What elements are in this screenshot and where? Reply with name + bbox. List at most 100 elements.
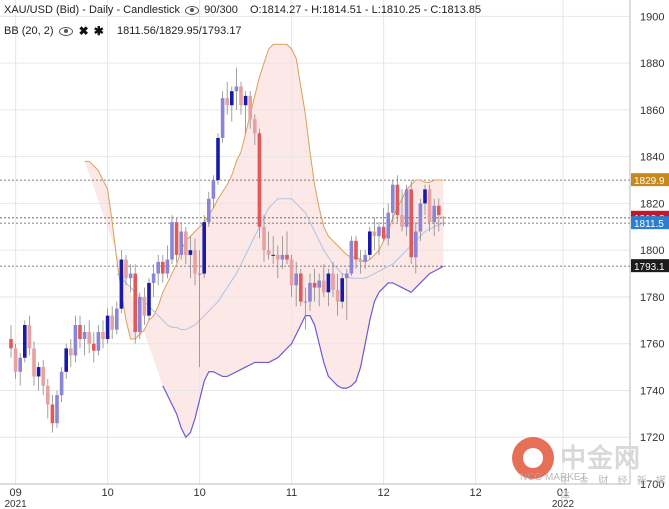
candle-body[interactable] (27, 325, 32, 349)
candle-body[interactable] (18, 357, 22, 372)
candle-body[interactable] (308, 282, 312, 302)
candle-body[interactable] (170, 222, 174, 260)
candle-body[interactable] (400, 215, 404, 227)
candle-body[interactable] (151, 273, 156, 283)
candle-body[interactable] (253, 119, 257, 134)
candle-body[interactable] (128, 273, 133, 279)
candle-body[interactable] (248, 95, 252, 120)
candle-body[interactable] (142, 296, 147, 316)
candle-body[interactable] (216, 137, 220, 181)
candle-body[interactable] (110, 315, 114, 330)
candle-body[interactable] (179, 231, 183, 255)
candle-body[interactable] (41, 367, 45, 386)
candle-body[interactable] (82, 332, 87, 340)
candle-body[interactable] (188, 250, 193, 255)
candle-body[interactable] (299, 273, 303, 302)
candle-body[interactable] (437, 205, 441, 216)
candle-body[interactable] (55, 395, 59, 424)
candle-body[interactable] (202, 222, 206, 274)
candle-body[interactable] (303, 301, 308, 303)
candle-body[interactable] (23, 325, 27, 358)
candle-body[interactable] (193, 250, 197, 274)
candle-body[interactable] (349, 240, 354, 274)
candle-body[interactable] (289, 259, 294, 286)
candle-body[interactable] (418, 203, 423, 232)
candle-body[interactable] (441, 216, 446, 218)
candle-body[interactable] (64, 348, 68, 372)
candle-body[interactable] (78, 325, 82, 340)
candle-body[interactable] (257, 133, 262, 227)
candle-body[interactable] (262, 226, 266, 251)
candle-body[interactable] (73, 325, 78, 356)
candle-body[interactable] (59, 371, 64, 396)
candle-body[interactable] (220, 98, 225, 138)
candle-body[interactable] (197, 273, 202, 275)
candle-body[interactable] (32, 348, 36, 377)
candle-body[interactable] (377, 226, 381, 237)
candle-body[interactable] (386, 212, 390, 239)
candle-body[interactable] (36, 367, 41, 377)
candle-body[interactable] (395, 184, 400, 216)
candle-body[interactable] (96, 332, 101, 351)
candle-body[interactable] (46, 385, 50, 405)
eye-icon[interactable] (185, 5, 200, 15)
candle-body[interactable] (69, 348, 73, 356)
candle-body[interactable] (414, 231, 418, 258)
candle-body[interactable] (124, 259, 128, 279)
candle-body[interactable] (156, 261, 160, 274)
candle-body[interactable] (409, 189, 413, 258)
candle-body[interactable] (345, 273, 349, 279)
candle-body[interactable] (335, 289, 340, 302)
candle-body[interactable] (165, 259, 170, 274)
candle-body[interactable] (243, 95, 248, 106)
candle-body[interactable] (266, 250, 271, 255)
candle-body[interactable] (174, 222, 179, 255)
close-icon[interactable]: ✖ (78, 24, 89, 38)
candle-body[interactable] (423, 189, 427, 204)
candle-body[interactable] (271, 254, 275, 256)
candle-body[interactable] (317, 280, 321, 288)
candle-body[interactable] (358, 259, 363, 262)
candle-body[interactable] (119, 259, 124, 309)
candle-body[interactable] (115, 308, 119, 330)
candle-body[interactable] (211, 180, 216, 199)
candle-body[interactable] (230, 91, 234, 106)
candle-body[interactable] (280, 254, 285, 260)
candle-body[interactable] (285, 254, 289, 260)
candle-body[interactable] (239, 86, 243, 106)
candle-body[interactable] (207, 198, 211, 223)
candle-body[interactable] (381, 226, 386, 239)
candle-body[interactable] (427, 189, 432, 223)
candle-body[interactable] (138, 296, 142, 333)
candle-body[interactable] (340, 278, 344, 302)
candle-body[interactable] (294, 273, 298, 286)
candle-body[interactable] (105, 315, 110, 340)
candle-body[interactable] (276, 254, 280, 260)
candle-body[interactable] (363, 254, 367, 262)
candle-body[interactable] (432, 205, 436, 223)
candle-body[interactable] (234, 86, 239, 92)
candle-body[interactable] (9, 339, 13, 349)
indicator-eye-icon[interactable] (58, 26, 73, 36)
candle-body[interactable] (326, 273, 331, 293)
candle-body[interactable] (331, 273, 335, 290)
candle-body[interactable] (13, 348, 18, 372)
candle-body[interactable] (147, 282, 151, 316)
candle-body[interactable] (161, 261, 165, 274)
candle-body[interactable] (101, 332, 105, 340)
candle-body[interactable] (133, 273, 137, 333)
candle-body[interactable] (50, 404, 55, 424)
candle-body[interactable] (87, 332, 91, 344)
candle-body[interactable] (225, 98, 229, 106)
candle-body[interactable] (92, 343, 96, 351)
gear-icon[interactable]: ✱ (93, 24, 104, 38)
candle-body[interactable] (322, 280, 326, 293)
candle-body[interactable] (184, 231, 188, 255)
candle-body[interactable] (391, 184, 395, 213)
candle-body[interactable] (368, 231, 372, 255)
candle-body[interactable] (354, 240, 358, 260)
candle-body[interactable] (372, 231, 377, 237)
candle-body[interactable] (404, 189, 409, 227)
candle-body[interactable] (312, 282, 317, 288)
